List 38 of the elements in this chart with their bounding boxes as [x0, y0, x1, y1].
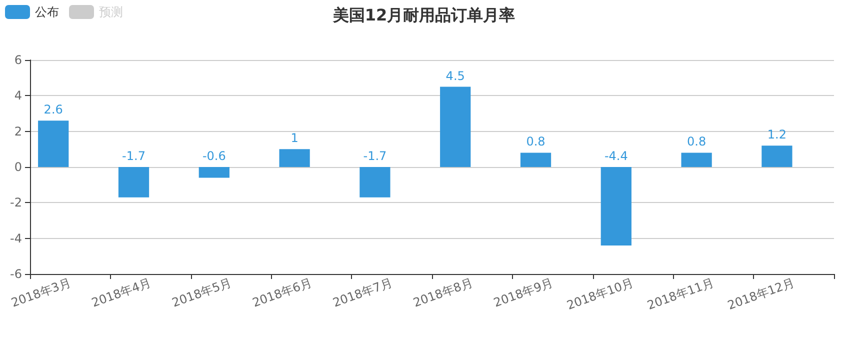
data-label: -4.4	[604, 149, 628, 163]
data-label: -1.7	[122, 149, 146, 163]
x-tick-label: 2018年10月	[565, 275, 636, 312]
y-tick-label: 0	[14, 160, 22, 174]
y-tick-label: 4	[14, 88, 22, 103]
data-label: -0.6	[202, 149, 226, 163]
bar	[279, 149, 310, 167]
data-label: 2.6	[44, 102, 63, 117]
bar	[440, 86, 471, 167]
y-tick-label: 6	[14, 53, 22, 67]
y-tick-label: -4	[10, 231, 22, 246]
data-label: 0.8	[687, 134, 706, 149]
legend-label: 公布	[35, 5, 59, 19]
bar	[360, 167, 390, 198]
data-label: 0.8	[526, 134, 546, 149]
x-tick-label: 2018年6月	[250, 275, 314, 310]
data-label: 1	[290, 131, 298, 146]
y-tick-label: -2	[10, 196, 22, 210]
data-label: 1.2	[767, 128, 786, 142]
x-tick-label: 2018年4月	[90, 275, 153, 310]
chart-title: 美国12月耐用品订单月率	[332, 6, 516, 24]
y-tick-label: 2	[14, 124, 22, 138]
bar	[520, 152, 552, 167]
data-label: 4.5	[446, 68, 465, 83]
data-label: -1.7	[363, 149, 387, 163]
x-tick-label: 2018年9月	[492, 275, 555, 310]
x-tick-label: 2018年11月	[645, 275, 716, 312]
x-tick-label: 2018年7月	[330, 275, 394, 310]
x-tick-label: 2018年8月	[411, 275, 475, 310]
x-tick-label: 2018年12月	[726, 275, 796, 312]
bar	[118, 167, 150, 198]
y-tick-label: -6	[10, 267, 22, 281]
bar	[681, 152, 712, 167]
bar	[198, 167, 230, 178]
bar	[762, 146, 792, 167]
bar	[38, 120, 69, 167]
x-tick-label: 2018年5月	[170, 275, 234, 310]
bar	[600, 167, 632, 246]
